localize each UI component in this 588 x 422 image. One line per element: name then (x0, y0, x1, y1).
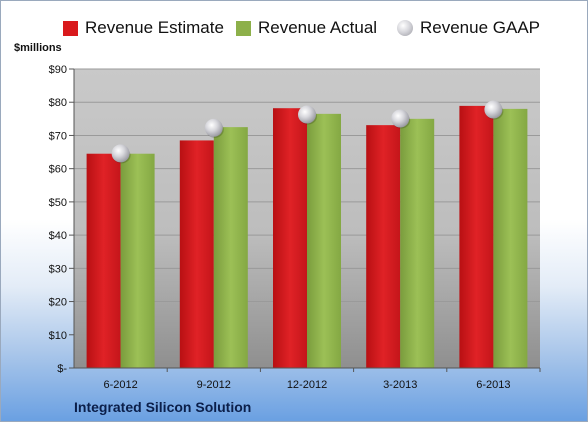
y-tick-label: $- (57, 363, 67, 375)
bar-revenue-actual (400, 118, 435, 368)
y-tick-label: $40 (49, 230, 67, 242)
y-tick-label: $10 (49, 330, 67, 342)
legend-label-actual: Revenue Actual (258, 18, 378, 37)
bar-revenue-estimate (273, 108, 307, 369)
y-tick-label: $20 (49, 297, 67, 309)
y-tick-label: $80 (49, 97, 67, 109)
x-tick-label: 9-2012 (197, 379, 231, 391)
bar-revenue-estimate (459, 105, 494, 369)
gaap-markers (111, 100, 504, 164)
y-tick-label: $90 (49, 64, 67, 76)
bar-revenue-estimate (179, 140, 214, 368)
x-tick-label: 6-2012 (103, 379, 137, 391)
y-tick-label: $60 (49, 164, 67, 176)
legend-swatch-estimate (63, 20, 78, 36)
y-axis: $- $10 $20 $30 $40 $50 $60 $70 $80 $90 (49, 64, 75, 375)
bar-revenue-estimate (86, 153, 121, 368)
y-unit-label: $millions (14, 42, 62, 54)
bar-revenue-estimate (366, 125, 401, 368)
x-tick-label: 3-2013 (383, 379, 417, 391)
legend-marker-gaap (397, 20, 413, 36)
legend-label-estimate: Revenue Estimate (85, 18, 224, 37)
y-tick-label: $50 (49, 197, 67, 209)
legend-item-revenue-estimate: Revenue Estimate (63, 15, 224, 41)
legend-item-revenue-actual: Revenue Actual (236, 15, 377, 41)
bar-revenue-actual (307, 113, 341, 368)
legend-label-gaap: Revenue GAAP (420, 18, 541, 37)
bar-revenue-actual (493, 108, 528, 368)
y-tick-label: $70 (49, 130, 67, 142)
legend-swatch-actual (236, 20, 251, 36)
bars (86, 105, 528, 369)
marker-revenue-gaap (204, 118, 223, 137)
legend-item-revenue-gaap: Revenue GAAP (397, 15, 540, 41)
bar-revenue-actual (213, 127, 248, 368)
legend: Revenue Estimate Revenue Actual Revenue … (1, 15, 587, 41)
company-name: Integrated Silicon Solution (74, 399, 252, 415)
marker-revenue-gaap (484, 100, 503, 119)
marker-revenue-gaap (391, 109, 410, 128)
marker-revenue-gaap (298, 105, 316, 124)
x-tick-label: 12-2012 (287, 379, 327, 391)
x-axis: 6-2012 9-2012 12-2012 3-2013 6-2013 (74, 367, 541, 391)
y-tick-label: $30 (49, 263, 67, 275)
marker-revenue-gaap (111, 144, 130, 163)
x-tick-label: 6-2013 (476, 379, 510, 391)
bar-revenue-actual (120, 153, 155, 368)
